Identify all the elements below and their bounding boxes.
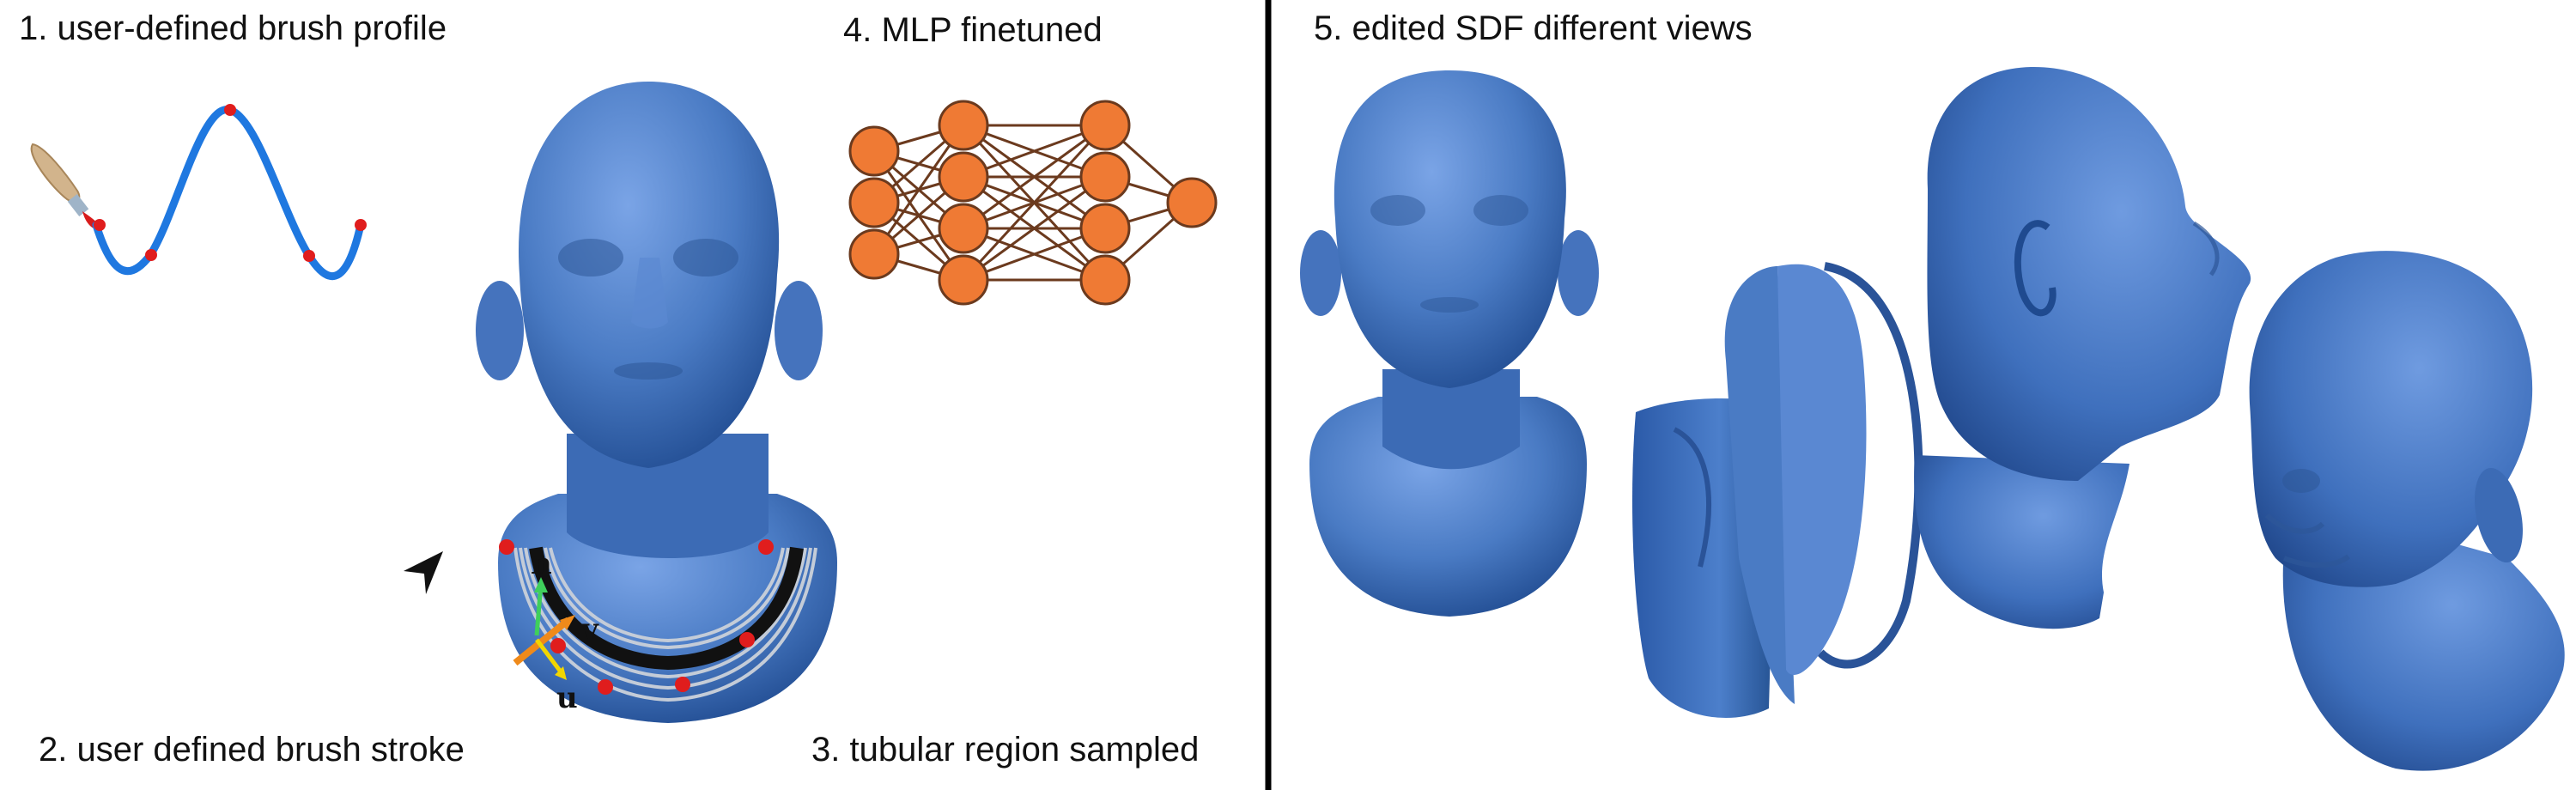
axis-n-label: n: [531, 547, 552, 581]
mlp-neuron: [1079, 151, 1131, 203]
cursor-arrow-icon: [404, 551, 443, 594]
mlp-neuron: [1166, 177, 1218, 228]
edited-sdf-view-front: [1300, 70, 1599, 617]
mlp-neuron: [848, 177, 900, 228]
step5-label: 5. edited SDF different views: [1314, 9, 1753, 47]
edited-sdf-view-rotated: [2249, 251, 2565, 771]
profile-control-point: [145, 249, 157, 261]
profile-control-point: [224, 104, 236, 116]
mlp-edge: [963, 124, 1106, 230]
profile-control-point: [303, 250, 315, 262]
profile-control-point: [94, 219, 106, 231]
head-mesh-center: [476, 82, 837, 723]
axis-v-label: v: [580, 612, 599, 647]
mlp-neuron: [848, 125, 900, 177]
step3-label: 3. tubular region sampled: [811, 731, 1199, 769]
axis-u-label: u: [556, 681, 578, 715]
profile-control-point: [355, 219, 367, 231]
mlp-neuron: [1079, 203, 1131, 254]
step4-label: 4. MLP finetuned: [843, 11, 1103, 49]
edited-sdf-view-cut: [1631, 262, 1923, 718]
brush-icon: [30, 143, 101, 230]
step2-label: 2. user defined brush stroke: [39, 731, 465, 769]
mlp-neuron: [938, 151, 989, 203]
edited-sdf-view-profile: [1914, 66, 2251, 629]
mlp-edge: [963, 175, 1106, 282]
mlp-neuron: [1079, 254, 1131, 306]
mlp-network: [848, 100, 1218, 306]
mlp-edge: [962, 124, 1107, 282]
mlp-neuron: [848, 228, 900, 280]
mlp-neuron: [1079, 100, 1131, 151]
mlp-neuron: [938, 203, 989, 254]
mlp-edge: [872, 125, 965, 255]
brush-profile: [92, 104, 367, 281]
mlp-neuron: [938, 254, 989, 306]
local-frame-axes: [513, 577, 575, 680]
step1-label: 1. user-defined brush profile: [19, 9, 447, 47]
mlp-neuron: [938, 100, 989, 151]
